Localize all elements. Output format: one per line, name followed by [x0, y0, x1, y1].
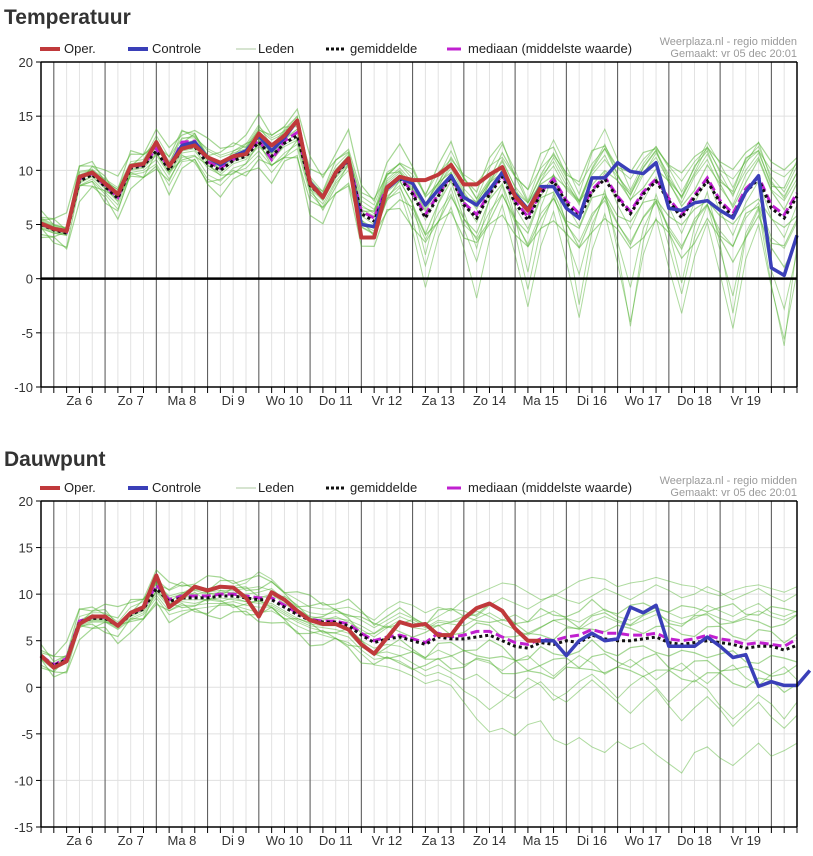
ensemble-members: [41, 570, 797, 773]
credit-timestamp: Gemaakt: vr 05 dec 20:01: [670, 487, 797, 499]
x-day-label: Di 16: [577, 393, 607, 408]
ensemble-member-line: [41, 590, 797, 672]
legend-gemiddelde-label: gemiddelde: [350, 480, 417, 495]
x-day-label: Za 13: [422, 393, 455, 408]
chart-title-dauwpunt: Dauwpunt: [4, 448, 105, 472]
x-day-label: Wo 10: [266, 393, 303, 408]
y-tick-label: 10: [19, 587, 33, 602]
x-day-label: Wo 10: [266, 833, 303, 848]
y-tick-label: -15: [14, 820, 33, 835]
legend-controle-label: Controle: [152, 41, 201, 56]
chart-title-temperatuur: Temperatuur: [4, 6, 131, 30]
x-day-label: Wo 17: [625, 393, 662, 408]
x-day-label: Ma 8: [167, 833, 196, 848]
x-day-label: Zo 14: [473, 393, 506, 408]
x-day-label: Do 11: [319, 393, 353, 408]
x-day-label: Za 6: [66, 833, 92, 848]
x-day-label: Wo 17: [625, 833, 662, 848]
x-day-label: Vr 12: [372, 833, 403, 848]
x-day-label: Di 9: [222, 833, 245, 848]
x-day-label: Do 18: [677, 833, 712, 848]
x-day-label: Di 16: [577, 833, 607, 848]
x-day-label: Vr 12: [372, 393, 403, 408]
credit-source: Weerplaza.nl - regio midden: [660, 475, 797, 487]
y-tick-label: -5: [21, 326, 33, 341]
legend-oper-label: Oper.: [64, 41, 96, 56]
legend-mediaan-label: mediaan (middelste waarde): [468, 480, 632, 495]
x-day-label: Za 13: [422, 833, 455, 848]
x-day-label: Zo 7: [118, 833, 144, 848]
y-tick-label: -10: [14, 380, 33, 395]
y-tick-label: 20: [19, 494, 33, 509]
y-tick-label: 15: [19, 541, 33, 556]
legend-controle-label: Controle: [152, 480, 201, 495]
y-tick-label: 0: [26, 272, 33, 287]
x-day-label: Vr 19: [730, 393, 761, 408]
x-day-label: Zo 14: [473, 833, 506, 848]
x-day-label: Di 9: [222, 393, 245, 408]
legend-gemiddelde-label: gemiddelde: [350, 41, 417, 56]
y-tick-label: 0: [26, 680, 33, 695]
legend-leden-label: Leden: [258, 41, 294, 56]
y-tick-label: 10: [19, 163, 33, 178]
y-tick-label: -10: [14, 773, 33, 788]
x-day-label: Zo 7: [118, 393, 144, 408]
y-tick-label: -5: [21, 727, 33, 742]
legend-leden-label: Leden: [258, 480, 294, 495]
ensemble-member-line: [41, 595, 797, 719]
dewpoint-chart: 20 15 10 5 0 -5 -10 -15 Za 6 Zo 7 Ma 8 Di 9 Wo 10 Do …: [0, 470, 813, 856]
y-tick-label: 5: [26, 634, 33, 649]
x-day-label: Vr 19: [730, 833, 761, 848]
credit-timestamp: Gemaakt: vr 05 dec 20:01: [670, 48, 797, 60]
y-tick-label: 5: [26, 218, 33, 233]
y-tick-label: 15: [19, 109, 33, 124]
y-tick-label: 20: [19, 55, 33, 70]
x-day-label: Do 18: [677, 393, 712, 408]
credit-source: Weerplaza.nl - regio midden: [660, 36, 797, 48]
x-day-label: Do 11: [319, 833, 353, 848]
x-day-label: Za 6: [66, 393, 92, 408]
x-day-label: Ma 8: [167, 393, 196, 408]
legend-oper-label: Oper.: [64, 480, 96, 495]
x-day-label: Ma 15: [523, 393, 559, 408]
x-day-label: Ma 15: [523, 833, 559, 848]
ensemble-member-line: [41, 592, 797, 728]
temperature-chart: 20 15 10 5 0 -5 -10 Za 6 Zo 7 Ma 8 Di 9 Wo 10 Do 11 V…: [0, 30, 813, 440]
legend-mediaan-label: mediaan (middelste waarde): [468, 41, 632, 56]
